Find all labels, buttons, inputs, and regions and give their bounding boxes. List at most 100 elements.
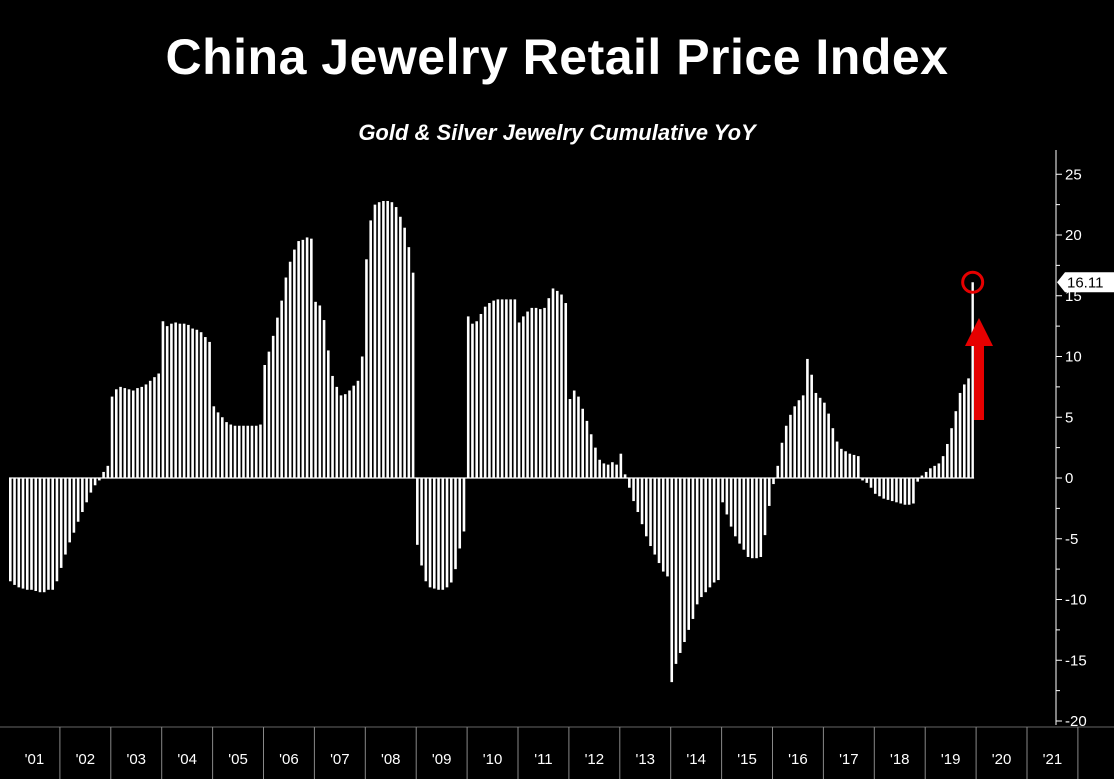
bar — [734, 478, 737, 537]
bar — [225, 422, 228, 478]
bar — [581, 408, 584, 478]
bar — [416, 478, 419, 545]
bar — [123, 388, 127, 478]
bar — [195, 329, 199, 478]
bar — [530, 307, 534, 478]
bar — [509, 299, 512, 478]
x-tick-label: '18 — [890, 751, 910, 768]
bar — [390, 202, 394, 478]
bar — [946, 443, 949, 478]
bar — [678, 478, 682, 653]
x-tick-label: '07 — [330, 751, 350, 768]
bar — [144, 384, 148, 478]
bar — [958, 392, 962, 478]
bar — [661, 478, 665, 572]
x-tick-label: '08 — [381, 751, 401, 768]
x-tick-label: '06 — [279, 751, 299, 768]
bar — [606, 464, 610, 478]
bar — [445, 478, 449, 588]
bar — [933, 465, 936, 478]
x-tick-label: '01 — [25, 751, 45, 768]
bar — [85, 478, 88, 503]
bar — [242, 425, 245, 478]
y-tick-label: -5 — [1065, 531, 1078, 548]
bar — [293, 249, 296, 478]
bar — [462, 478, 466, 532]
bar — [458, 478, 462, 549]
bar — [564, 303, 568, 478]
bar-series — [9, 200, 975, 683]
x-tick-label: '21 — [1043, 751, 1063, 768]
bar — [424, 478, 428, 582]
bar — [42, 478, 46, 593]
x-tick-label: '02 — [76, 751, 96, 768]
x-tick-label: '10 — [483, 751, 503, 768]
value-callout-tag — [1057, 272, 1114, 293]
bar — [475, 321, 478, 478]
bar — [492, 300, 495, 478]
bar — [471, 323, 474, 478]
bar — [496, 299, 500, 478]
bar — [500, 299, 504, 478]
bar — [466, 316, 470, 478]
bar — [254, 425, 258, 478]
bar — [640, 478, 644, 525]
y-tick-label: 5 — [1065, 409, 1073, 426]
bar — [721, 478, 724, 503]
bar — [717, 478, 720, 581]
bar — [869, 478, 873, 488]
bar — [246, 425, 250, 478]
bar — [920, 475, 924, 478]
bar — [827, 413, 830, 478]
bar — [25, 478, 29, 590]
x-axis: '01 '02 '03 '04 '05 '06 '07 '08 '09 '10 '11 '12 '13 '… — [0, 726, 1114, 779]
bar — [233, 425, 237, 478]
bar — [801, 395, 805, 478]
bar — [148, 380, 152, 478]
bar — [780, 442, 784, 478]
bar — [886, 478, 890, 500]
bar — [602, 463, 606, 478]
bar — [310, 238, 313, 478]
bar — [136, 388, 139, 478]
bar — [577, 396, 580, 478]
bar — [454, 478, 457, 570]
bar — [433, 478, 436, 589]
bar — [428, 478, 432, 588]
x-tick-label: '16 — [788, 751, 808, 768]
bar — [598, 459, 601, 478]
bar — [912, 478, 915, 504]
bar — [865, 478, 869, 483]
bar — [755, 478, 758, 559]
bar — [479, 313, 483, 478]
bar — [611, 462, 614, 478]
x-tick-label: '13 — [635, 751, 655, 768]
bar — [191, 328, 194, 478]
bar — [335, 386, 339, 479]
bar — [814, 392, 818, 478]
bar — [55, 478, 59, 582]
bar — [589, 434, 593, 478]
bar — [204, 337, 207, 478]
bar — [844, 451, 847, 478]
bar — [776, 465, 780, 478]
bar — [17, 478, 21, 588]
bar — [789, 414, 792, 478]
bar — [763, 478, 767, 536]
bar — [746, 478, 750, 557]
bar — [560, 294, 563, 478]
bar — [653, 478, 657, 555]
bar — [810, 374, 813, 478]
bar — [831, 428, 835, 478]
x-tick-label: '04 — [177, 751, 197, 768]
bar — [89, 478, 93, 493]
bar — [691, 478, 695, 619]
bar — [106, 465, 110, 478]
bar — [178, 323, 182, 478]
x-tick-label: '11 — [534, 751, 552, 768]
bar — [674, 478, 678, 664]
y-tick-label: 0 — [1065, 470, 1073, 487]
bar — [327, 350, 330, 478]
